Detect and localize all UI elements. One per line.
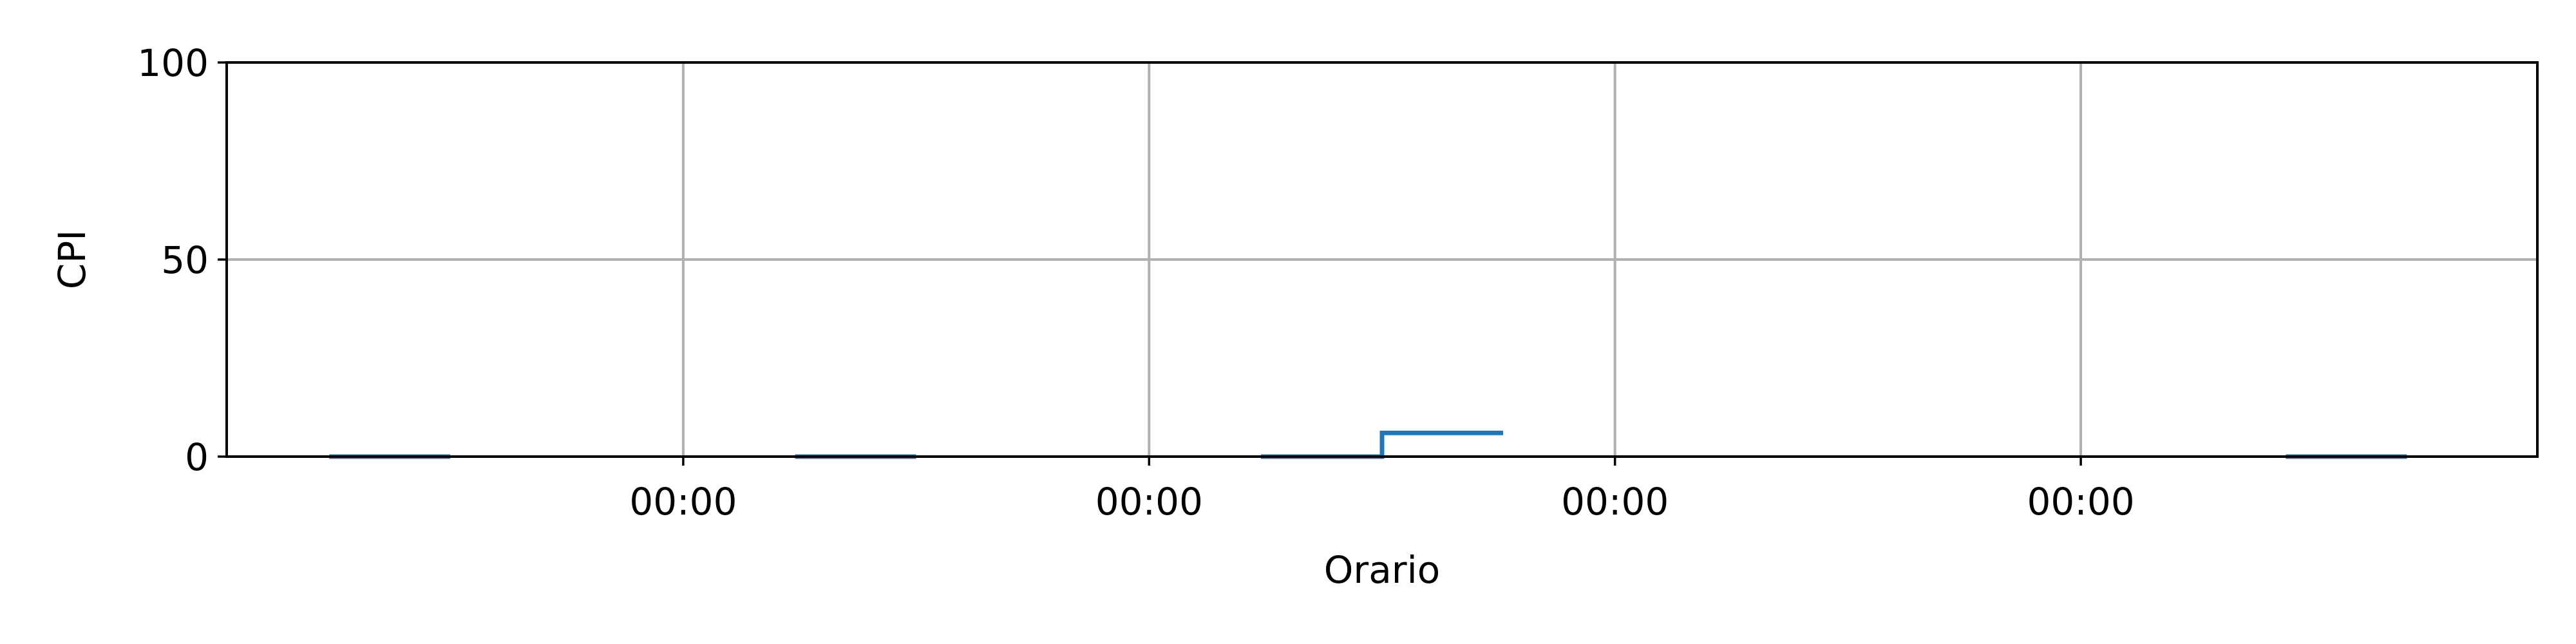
y-axis-ticks: 0 50 100 [137, 41, 227, 479]
x-tick-label: 00:00 [2027, 480, 2135, 524]
series-line-segment [1260, 430, 1504, 459]
x-tick-label: 00:00 [1561, 480, 1669, 524]
y-axis-label: CPI [50, 230, 94, 290]
y-tick-label: 0 [185, 435, 209, 479]
y-tick-label: 100 [137, 41, 209, 85]
x-tick-label: 00:00 [1095, 480, 1203, 524]
y-tick-label: 50 [161, 238, 209, 282]
grid [227, 61, 2537, 458]
x-axis-ticks: 00:00 00:00 00:00 00:00 [629, 457, 2135, 524]
series-layer [329, 430, 2407, 459]
x-tick-label: 00:00 [629, 480, 737, 524]
x-axis-label: Orario [1324, 548, 1441, 592]
